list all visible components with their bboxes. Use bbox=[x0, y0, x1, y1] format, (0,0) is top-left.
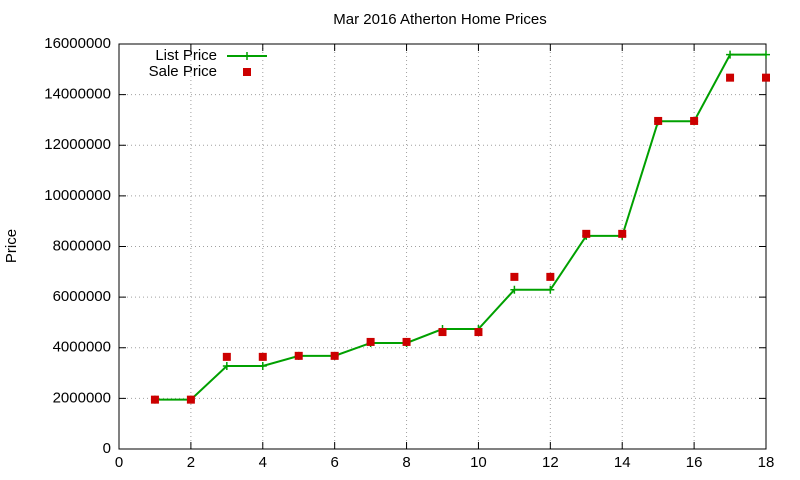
y-tick-label: 0 bbox=[103, 440, 111, 457]
y-tick-label: 12000000 bbox=[44, 136, 111, 153]
x-tick-label: 12 bbox=[542, 454, 559, 471]
y-tick-label: 4000000 bbox=[53, 339, 111, 356]
y-axis-label: Price bbox=[3, 229, 20, 263]
plus-marker bbox=[546, 285, 555, 294]
y-tick-label: 6000000 bbox=[53, 288, 111, 305]
x-tick-label: 2 bbox=[187, 454, 195, 471]
y-tick-label: 16000000 bbox=[44, 35, 111, 52]
square-marker bbox=[690, 116, 699, 125]
square-marker bbox=[258, 352, 267, 361]
plus-marker bbox=[258, 361, 267, 370]
square-marker bbox=[243, 68, 251, 76]
plus-marker bbox=[243, 52, 251, 60]
square-marker bbox=[654, 116, 663, 125]
chart-title: Mar 2016 Atherton Home Prices bbox=[333, 11, 546, 28]
square-marker bbox=[402, 337, 411, 346]
square-marker bbox=[330, 351, 339, 360]
y-tick-label: 8000000 bbox=[53, 237, 111, 254]
square-marker bbox=[618, 229, 627, 238]
square-marker bbox=[762, 73, 770, 82]
x-tick-label: 14 bbox=[614, 454, 631, 471]
y-tick-label: 14000000 bbox=[44, 86, 111, 103]
legend-label: Sale Price bbox=[149, 63, 217, 80]
y-tick-label: 2000000 bbox=[53, 389, 111, 406]
square-marker bbox=[366, 337, 375, 346]
square-marker bbox=[186, 395, 195, 404]
square-marker bbox=[726, 73, 735, 82]
x-tick-label: 0 bbox=[115, 454, 123, 471]
square-marker bbox=[294, 351, 303, 360]
x-tick-label: 4 bbox=[259, 454, 267, 471]
x-tick-label: 18 bbox=[758, 454, 775, 471]
plot-border bbox=[118, 43, 767, 450]
plus-marker bbox=[510, 285, 519, 294]
x-tick-label: 8 bbox=[402, 454, 410, 471]
square-marker bbox=[438, 328, 447, 337]
x-tick-label: 10 bbox=[470, 454, 487, 471]
square-marker bbox=[546, 272, 555, 281]
plus-marker bbox=[762, 50, 770, 59]
plus-marker bbox=[222, 361, 231, 370]
square-marker bbox=[582, 229, 591, 238]
series-line bbox=[154, 53, 766, 401]
x-tick-label: 6 bbox=[330, 454, 338, 471]
y-tick-label: 10000000 bbox=[44, 187, 111, 204]
square-marker bbox=[150, 395, 159, 404]
square-marker bbox=[474, 328, 483, 337]
square-marker bbox=[222, 352, 231, 361]
square-marker bbox=[510, 272, 519, 281]
legend-label: List Price bbox=[155, 47, 217, 64]
plus-marker bbox=[726, 50, 735, 59]
x-tick-label: 16 bbox=[686, 454, 703, 471]
